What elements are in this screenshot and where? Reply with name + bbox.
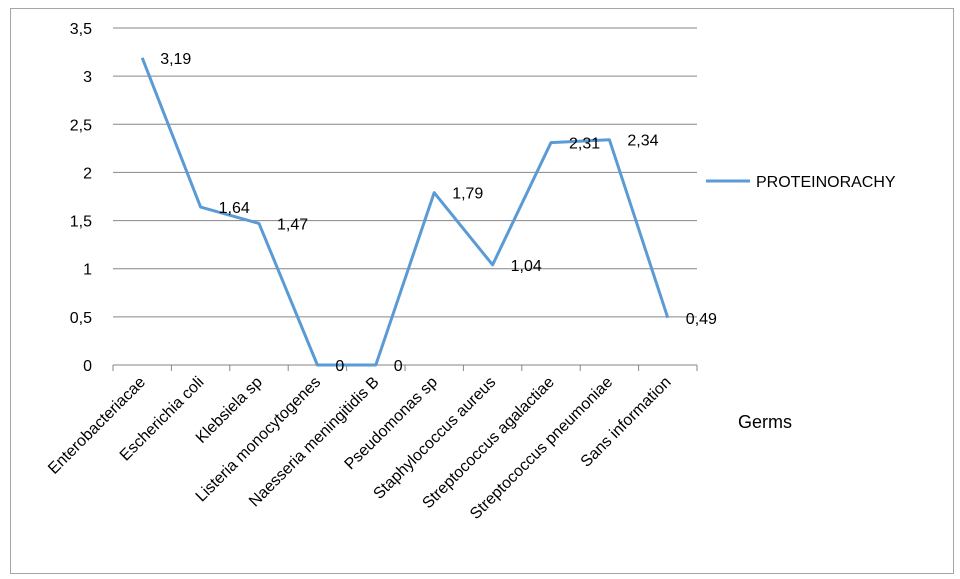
data-label: 2,31 [569,136,600,153]
series-lines [140,57,670,367]
data-label: 1,79 [452,186,483,203]
legend: PROTEINORACHY [706,174,896,191]
data-label: 1,64 [219,200,250,217]
data-label: 0,49 [686,311,717,328]
data-labels: 3,19 1,64 1,47 0 0 1,79 1,04 2,31 2,34 0,49 [160,51,717,375]
y-tick-label: 2,5 [70,117,92,134]
x-axis [112,364,698,371]
series-line [140,57,670,367]
data-label: 1,47 [277,216,308,233]
x-axis-title: Germs [738,412,792,432]
data-label: 0 [394,358,403,375]
x-tick-label: Enterobacteriacae [45,374,149,478]
gridlines [113,27,697,366]
y-tick-label: 2 [83,165,92,182]
chart-frame [10,8,954,574]
y-axis-tick-labels: 0 0,5 1 1,5 2 2,5 3 3,5 [70,21,92,375]
data-label: 1,04 [511,258,542,275]
data-label: 3,19 [160,51,191,68]
data-label: 2,34 [627,133,658,150]
y-tick-label: 0,5 [70,310,92,327]
data-label: 0 [335,358,344,375]
y-tick-label: 3 [83,69,92,86]
y-tick-label: 3,5 [70,21,92,38]
legend-label: PROTEINORACHY [756,174,896,191]
y-tick-label: 1 [83,262,92,279]
y-tick-label: 0 [83,358,92,375]
y-tick-label: 1,5 [70,214,92,231]
